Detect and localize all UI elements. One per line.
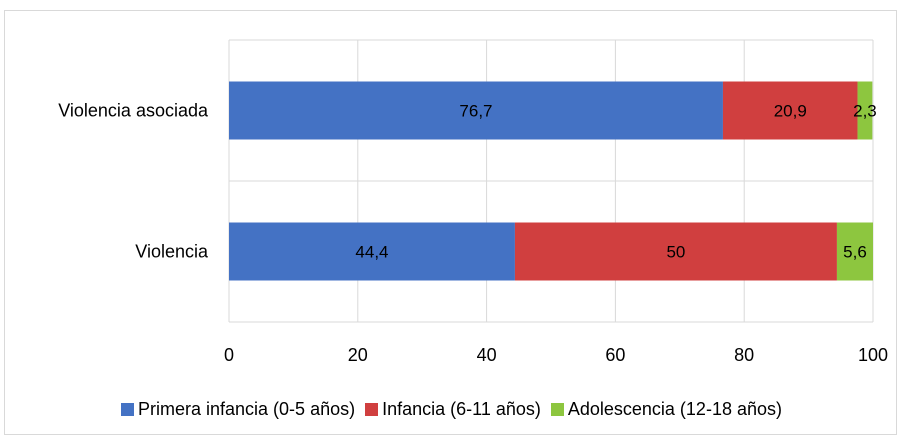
data-label-0-0: 76,7 [459,102,492,121]
bars: 76,7 20,9 2,3 44,4 50 5,6 [229,81,877,281]
legend-label-1: Infancia (6-11 años) [382,398,541,419]
bar-segment-0-1 [722,81,858,140]
legend: Primera infancia (0-5 años) Infancia (6-1… [0,396,903,422]
x-tick-label-0: 0 [224,345,234,365]
x-tick-label-3: 60 [605,345,625,365]
x-tick-labels: 0 20 40 60 80 100 [224,345,888,365]
x-tick-label-4: 80 [734,345,754,365]
category-labels: Violencia asociada Violencia [58,101,209,262]
data-label-0-1: 20,9 [774,102,807,121]
legend-swatch-0 [121,402,134,416]
legend-item-2: Adolescencia (12-18 años) [550,398,782,420]
legend-item-1: Infancia (6-11 años) [365,399,541,420]
bar-segment-1-1 [514,222,837,281]
x-tick-label-1: 20 [348,345,368,365]
legend-swatch-2 [550,402,564,416]
category-label-0: Violencia asociada [58,101,209,121]
legend-label-2: Adolescencia (12-18 años) [567,398,782,419]
bar-segment-1-2 [836,222,873,281]
category-label-1: Violencia [135,242,209,262]
data-label-1-1: 50 [666,243,685,262]
legend-item-0: Primera infancia (0-5 años) [121,399,355,420]
legend-swatch-1 [365,402,379,416]
legend-label-0: Primera infancia (0-5 años) [138,398,356,419]
data-label-1-0: 44,4 [355,243,388,262]
bar-segment-1-0 [229,222,515,281]
data-label-0-2: 2,3 [853,102,877,121]
x-tick-label-2: 40 [477,345,497,365]
data-label-1-2: 5,6 [843,243,867,262]
x-tick-label-5: 100 [858,345,888,365]
bar-segment-0-0 [229,81,723,140]
bar-segment-0-2 [857,81,873,140]
